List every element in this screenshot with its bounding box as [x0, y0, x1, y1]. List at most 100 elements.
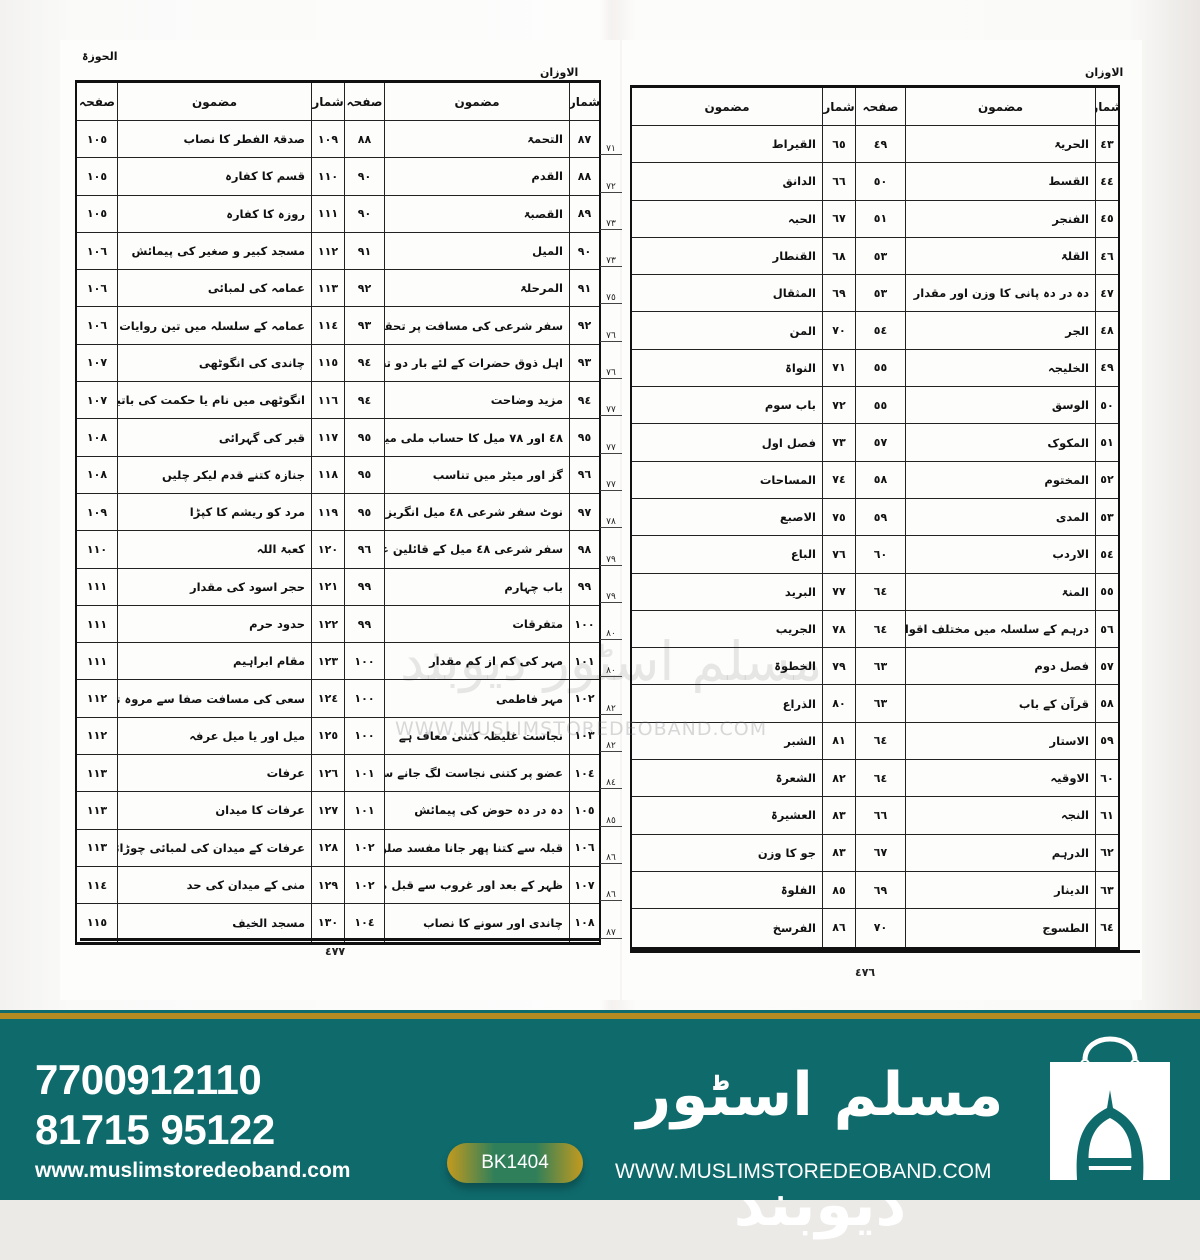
- entry-number: ٤٩: [1095, 349, 1118, 387]
- entry-number: ٩٨: [569, 531, 599, 568]
- table-row: ٨٩ القصبۃ ٩٠ ١١١ روزہ کا کفارہ ١٠٥: [77, 195, 599, 233]
- entry-title: عضو پر کتنی نجاست لگ جانے سے نماز ہو جات…: [384, 755, 569, 792]
- entry-number: ١٠٦: [569, 829, 599, 866]
- entry-number: ٧٨: [822, 610, 855, 648]
- column-header: مضمون: [384, 83, 569, 120]
- entry-title: الفرسخ: [772, 920, 816, 935]
- entry-page: ٩٢: [344, 270, 384, 307]
- entry-number: ١١٤: [311, 307, 344, 344]
- entry-number: ١٠٢: [569, 680, 599, 717]
- entry-number: ٥١: [1095, 424, 1118, 461]
- entry-number: ٧٠: [822, 312, 855, 349]
- phone-number-1: 7700912110: [35, 1056, 262, 1103]
- website-caps[interactable]: WWW.MUSLIMSTOREDEOBAND.COM: [615, 1160, 992, 1183]
- right-running-head: الاوزان: [1085, 66, 1124, 79]
- store-logo-urdu: مسلم اسٹور دیوبند: [636, 1060, 1004, 1240]
- entry-number: ٧٩: [822, 648, 855, 685]
- entry-page: ٧٦: [600, 342, 622, 380]
- entry-number: ١٢٢: [311, 605, 344, 643]
- entry-number: ١١٢: [311, 232, 344, 270]
- entry-page: ٩٣: [344, 307, 384, 344]
- entry-title: قبر کی گہرائی: [117, 419, 311, 456]
- entry-title: المثقال: [772, 286, 816, 301]
- entry-title: جو کا وزن: [757, 845, 816, 860]
- column-header: شمار: [311, 83, 344, 120]
- entry-page: ٦٤: [855, 760, 905, 797]
- entry-title: الجر: [905, 312, 1095, 349]
- entry-page: ١٠٥: [86, 207, 108, 221]
- entry-title: الوسق: [905, 387, 1095, 424]
- entry-page: ١٠٦: [86, 319, 108, 333]
- entry-page: ١١٥: [86, 916, 108, 930]
- table-row: ١٠١ مہر کی کم از کم مقدار ١٠٠ ١٢٣ مقام ابراہ…: [77, 643, 599, 681]
- entry-title: سعی کی مسافت صفا سے مروہ تک: [117, 680, 311, 717]
- entry-title: قسم کا کفارہ: [117, 158, 311, 195]
- entry-page: ٥٩: [855, 498, 905, 536]
- entry-title: چاندی اور سونے کا نصاب: [384, 904, 569, 942]
- entry-number: ٩١: [569, 270, 599, 307]
- entry-page: ١٠٥: [86, 169, 108, 183]
- entry-title: القیراط: [771, 137, 816, 152]
- entry-page: ٧٩: [600, 566, 622, 603]
- entry-page: ٦٦: [855, 797, 905, 834]
- entry-page: ٧٧: [600, 416, 622, 454]
- entry-page: ٧٥: [600, 267, 622, 305]
- entry-page: ٨٢: [600, 677, 622, 715]
- column-header: مضمون: [117, 83, 311, 120]
- entry-title: نجاست غلیظہ کتنی معاف ہے: [384, 717, 569, 755]
- entry-page: ٦٤: [855, 610, 905, 648]
- entry-title: باب سوم: [764, 398, 816, 413]
- entry-page: ٩٦: [344, 531, 384, 568]
- entry-number: ٥٩: [1095, 722, 1118, 760]
- entry-page: ١٠٢: [344, 866, 384, 904]
- table-row: ٦٣ الدینار ٦٩ ٨٥ الفلوۃ: [632, 871, 1118, 910]
- entry-title: میل اور یا میل عرفہ: [117, 717, 311, 755]
- entry-number: ٩٥: [569, 419, 599, 456]
- entry-page: ١٠٠: [344, 717, 384, 755]
- entry-page: ١١١: [86, 580, 108, 594]
- entry-number: ١١٩: [311, 493, 344, 531]
- entry-page: ٥٤: [855, 312, 905, 349]
- table-row: ٩٦ گز اور میٹر میں تناسب ٩٥ ١١٨ جنازہ کتنے ق…: [77, 456, 599, 494]
- entry-title: عرفات: [117, 755, 311, 792]
- entry-number: ١٠٤: [569, 755, 599, 792]
- column-header: شمار: [822, 88, 855, 125]
- entry-page: ٧٣: [600, 230, 622, 268]
- entry-page: ٥٣: [855, 275, 905, 312]
- entry-page: ١٠٢: [344, 829, 384, 866]
- entry-number: ١٠٠: [569, 605, 599, 643]
- entry-title: مہر فاطمی: [384, 680, 569, 717]
- entry-title: صدقۃ الفطر کا نصاب: [117, 121, 311, 158]
- table-row: ٨٨ القدم ٩٠ ١١٠ قسم کا کفارہ ١٠٥: [77, 158, 599, 196]
- entry-page: ٩٠: [344, 158, 384, 195]
- entry-title: حدود حرم: [117, 605, 311, 643]
- table-row: ٥٠ الوسق ٥٥ ٧٢ باب سوم: [632, 387, 1118, 425]
- entry-page: ١١٤: [86, 878, 108, 892]
- entry-number: ١١٥: [311, 344, 344, 382]
- table-row: ١٠٥ دہ در دہ حوض کی پیمائش ١٠١ ١٢٧ عرفات کا …: [77, 792, 599, 830]
- entry-title: درہم کے سلسلہ میں مختلف اقوال: [905, 610, 1095, 648]
- entry-title: الاستار: [905, 722, 1095, 760]
- entry-title: المکوک: [905, 424, 1095, 461]
- entry-title: روزہ کا کفارہ: [117, 195, 311, 232]
- entry-title: القنطار: [772, 249, 816, 264]
- entry-title: المنۃ: [905, 573, 1095, 610]
- entry-page: ١٠١: [344, 792, 384, 829]
- entry-title: مسجد کبیر و صغیر کی پیمائش: [117, 232, 311, 270]
- table-row: ٩١ المرحلۃ ٩٢ ١١٣ عمامہ کی لمبائی ١٠٦: [77, 270, 599, 308]
- entry-page: ١١٢: [86, 692, 108, 706]
- entry-number: ١١٨: [311, 456, 344, 493]
- entry-page: ١١١: [86, 654, 108, 668]
- entry-page: ٥٨: [855, 461, 905, 498]
- entry-title: گز اور میٹر میں تناسب: [384, 456, 569, 493]
- phone-number-2: 81715 95122: [35, 1106, 275, 1153]
- entry-title: الباع: [790, 547, 816, 562]
- website-link[interactable]: www.muslimstoredeoband.com: [35, 1159, 351, 1182]
- entry-number: ٨٠: [822, 685, 855, 722]
- entry-title: البرید: [784, 584, 816, 599]
